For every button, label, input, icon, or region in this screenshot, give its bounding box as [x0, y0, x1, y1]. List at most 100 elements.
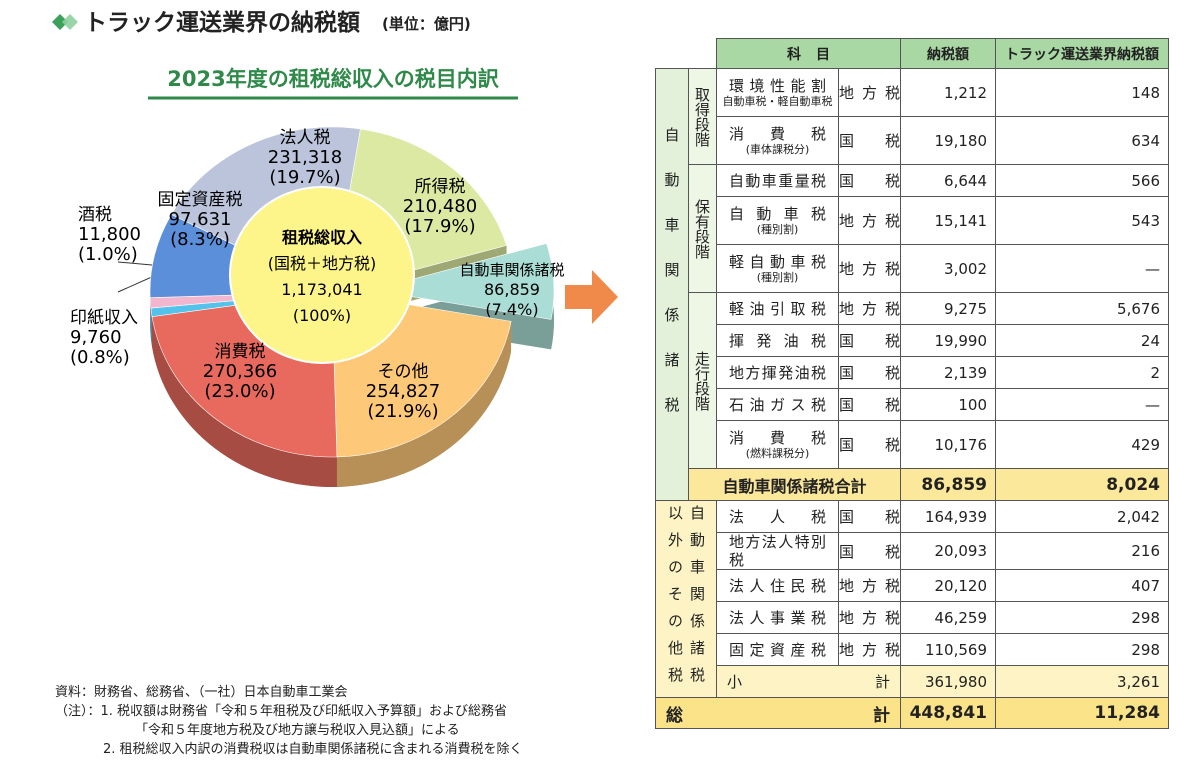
item-cell: 地方法人特別税 [716, 532, 839, 570]
amount-cell: 148 [995, 68, 1169, 117]
slice-name: その他 [378, 362, 429, 382]
amount-cell: 1,212 [900, 68, 996, 117]
item-name: 自動車重量税 [729, 171, 826, 190]
amount-cell: 5,676 [995, 292, 1169, 325]
kind-cell: 国税 [838, 388, 901, 421]
page-title: トラック運送業界の納税額 [84, 9, 360, 36]
slice-share: (19.7%) [269, 167, 340, 188]
blank-cell [656, 39, 717, 69]
amount-cell: 24 [995, 324, 1169, 357]
tax-table: 科目 納税額 トラック運送業界納税額 自動車関係諸税 取得段階 環境性能割 自動車税・軽自動… [655, 38, 1169, 729]
table-row: 地方法人特別税 国税 20,093 216 [656, 532, 1169, 570]
pie-side-band [336, 321, 512, 487]
table-row: 法人事業税 地方税 46,259 298 [656, 601, 1169, 634]
item-cell: 環境性能割 自動車税・軽自動車税 [716, 68, 839, 117]
vertical-label: 取得段階 [693, 86, 711, 147]
amount-cell: 19,180 [900, 116, 996, 165]
subtotal-label: 小計 [716, 665, 901, 698]
slice-value: 86,859 [484, 280, 540, 299]
slice-share: (8.3%) [170, 229, 230, 250]
note-line: （注）：1. 税収額は財務省「令和５年租税及び印紙収入予算額」および総務省 [55, 704, 508, 719]
slice-share: (23.0%) [204, 381, 275, 402]
amount-cell: 46,259 [900, 601, 996, 634]
table-row: 消費税 (車体課税分) 国税 19,180 634 [656, 116, 1169, 165]
item-name: 消費税 [729, 124, 826, 143]
table-row: 総計 448,841 11,284 [655, 697, 1169, 729]
amount-cell: 164,939 [900, 500, 996, 533]
stage-cell: 走行段階 [688, 292, 717, 469]
slice-name: 自動車関係諸税 [459, 261, 564, 279]
pie-side-band [152, 316, 337, 487]
slice-value: 210,480 [403, 196, 477, 217]
slice-value: 231,318 [268, 147, 342, 168]
amount-cell: 6,644 [900, 164, 996, 197]
unit: (単位：億円) [382, 15, 471, 33]
kind-cell: 地方税 [838, 68, 901, 117]
item-cell: 法人住民税 [716, 569, 839, 602]
subtotal-amount: 361,980 [900, 665, 996, 698]
slice-value: 11,800 [78, 224, 141, 245]
header-cell: トラック運送業界納税額 [995, 38, 1169, 69]
amount-cell: 2 [995, 356, 1169, 389]
pie-side-band [150, 308, 153, 347]
note-line: 2. 租税総収入内訳の消費税収は自動車関係諸税に含まれる消費税を除く [103, 742, 523, 757]
item-name: 環境性能割 [729, 76, 826, 95]
subtotal-label: 自動車関係諸税合計 [688, 468, 901, 501]
subtotal-amount: 3,261 [995, 665, 1169, 698]
amount-cell: 20,120 [900, 569, 996, 602]
vertical-label: 走行段階 [693, 350, 711, 411]
kind-cell: 地方税 [838, 601, 901, 634]
table-row: 法人住民税 地方税 20,120 407 [656, 569, 1169, 602]
item-note: (車体課税分) [745, 142, 810, 156]
center-circle [229, 186, 415, 364]
header-cell: 納税額 [900, 38, 996, 69]
item-name: 軽自動車税 [729, 252, 826, 271]
center-label: 租税総収入 [282, 228, 362, 247]
vertical-label: 自動車関係諸税以外のその他税 [666, 504, 706, 694]
kind-cell: 国税 [838, 532, 901, 570]
item-cell: 法人税 [716, 500, 839, 533]
kind-cell: 地方税 [838, 292, 901, 325]
table-row: 消費税 (燃料課税分) 国税 10,176 429 [656, 420, 1169, 469]
amount-cell: 20,093 [900, 532, 996, 570]
stage-cell: 取得段階 [688, 68, 717, 165]
amount-cell: 2,139 [900, 356, 996, 389]
table-row: 自動車関係諸税以外のその他税 法人税 国税 164,939 2,042 [655, 500, 1169, 698]
item-cell: 消費税 (燃料課税分) [716, 420, 839, 469]
item-cell: 揮発油税 [716, 324, 839, 357]
icon [52, 14, 68, 30]
amount-cell: 19,990 [900, 324, 996, 357]
item-name: 自動車税 [729, 204, 826, 223]
slice-name: 酒税 [78, 205, 112, 225]
slice-value: 9,760 [70, 327, 122, 348]
item-note: (種別割) [756, 222, 799, 236]
amount-cell: 15,141 [900, 196, 996, 245]
amount-cell: 2,042 [995, 500, 1169, 533]
slice-share: (1.0%) [78, 244, 138, 265]
table-row: 自動車関係諸税 取得段階 環境性能割 自動車税・軽自動車税 地方税 1,212 148 [655, 68, 1169, 501]
note-line: 「令和５年度地方税及び地方譲与税収入見込額」による [135, 723, 460, 738]
item-name: 地方揮発油税 [729, 363, 826, 382]
item-note: (燃料課税分) [745, 446, 810, 460]
table-row: 自動車関係諸税合計 86,859 8,024 [656, 468, 1169, 501]
amount-cell: 9,275 [900, 292, 996, 325]
table-row: 走行段階 軽油引取税 地方税 9,275 5,676 [656, 292, 1169, 469]
slice-share: (21.9%) [367, 401, 438, 422]
kind-cell: 国税 [838, 116, 901, 165]
item-cell: 石油ガス税 [716, 388, 839, 421]
chart-title: 2023年度の租税総収入の税目内訳 [167, 67, 499, 91]
vertical-label: 保有段階 [693, 198, 711, 259]
table-row: 固定資産税 地方税 110,569 298 [656, 633, 1169, 666]
table-row: 小計 361,980 3,261 [656, 665, 1169, 698]
kind-cell: 地方税 [838, 244, 901, 293]
amount-cell: — [995, 388, 1169, 421]
kind-cell: 国税 [838, 324, 901, 357]
slice-share: (17.9%) [404, 216, 475, 237]
amount-cell: 110,569 [900, 633, 996, 666]
kind-cell: 地方税 [838, 633, 901, 666]
note-line: 資料：財務省、総務省、（一社）日本自動車工業会 [55, 685, 348, 700]
table-row: 石油ガス税 国税 100— [656, 388, 1169, 421]
table-row: 揮発油税 国税 19,990 24 [656, 324, 1169, 357]
amount-cell: 543 [995, 196, 1169, 245]
